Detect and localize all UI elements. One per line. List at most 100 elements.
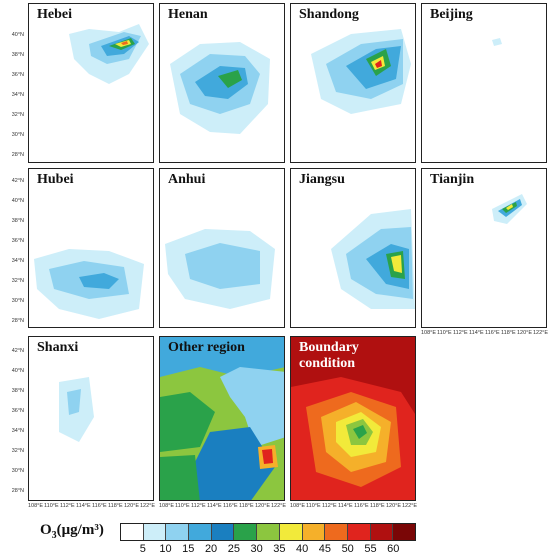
- panel-title: Boundary condition: [299, 340, 359, 371]
- lat-label: 32°N: [11, 278, 24, 284]
- lon-label: 120°E: [255, 503, 271, 509]
- lon-label: 108°E: [421, 330, 437, 336]
- colorbar-swatch: [121, 524, 144, 540]
- lon-label: 110°E: [437, 330, 452, 336]
- map-panel-shanxi: Shanxi: [28, 336, 154, 501]
- colorbar-tick-label: 25: [227, 543, 240, 555]
- lon-label: 118°E: [501, 330, 516, 336]
- colorbar-swatch: [257, 524, 280, 540]
- lon-label: 108°E: [159, 503, 175, 509]
- panel-title: Anhui: [168, 172, 206, 187]
- lon-label: 122°E: [533, 330, 549, 336]
- panel-title: Shandong: [299, 7, 359, 22]
- panel-title: Hebei: [37, 7, 72, 22]
- panel-title: Tianjin: [430, 172, 475, 187]
- lat-label: 28°N: [11, 152, 24, 158]
- colorbar-swatch: [234, 524, 258, 540]
- lon-label: 110°E: [44, 503, 59, 509]
- lat-label: 30°N: [11, 132, 24, 138]
- lon-label: 116°E: [92, 503, 107, 509]
- lon-label: 118°E: [239, 503, 254, 509]
- panel-title: Shanxi: [37, 340, 79, 355]
- colorbar-swatch: [143, 524, 167, 540]
- panel-title: Other region: [168, 340, 245, 355]
- lat-label: 40°N: [11, 32, 24, 38]
- map-henan: [170, 42, 270, 134]
- colorbar-tick-label: 55: [364, 543, 377, 555]
- map-panel-hubei: Hubei: [28, 168, 154, 328]
- lat-label: 32°N: [11, 112, 24, 118]
- map-panel-tianjin: Tianjin: [421, 168, 547, 328]
- colorbar: [120, 523, 416, 541]
- map-panel-jiangsu: Jiangsu: [290, 168, 416, 328]
- colorbar-tick-label: 10: [159, 543, 172, 555]
- lat-label: 38°N: [11, 52, 24, 58]
- lat-label: 36°N: [11, 72, 24, 78]
- colorbar-swatch: [393, 524, 415, 540]
- map-panel-hebei: Hebei: [28, 3, 154, 163]
- map-panel-anhui: Anhui: [159, 168, 285, 328]
- map-tianjin: [492, 194, 527, 224]
- lat-label: 40°N: [11, 368, 24, 374]
- lon-label: 112°E: [60, 503, 75, 509]
- colorbar-title: O3(μg/m³): [40, 522, 104, 541]
- map-panel-boundary-condition: Boundary condition: [290, 336, 416, 501]
- map-panel-henan: Henan: [159, 3, 285, 163]
- lat-label: 42°N: [11, 348, 24, 354]
- colorbar-swatch: [189, 524, 212, 540]
- lat-label: 30°N: [11, 468, 24, 474]
- map-beijing: [492, 38, 502, 46]
- colorbar-swatch: [325, 524, 348, 540]
- lat-label: 36°N: [11, 408, 24, 414]
- lon-label: 122°E: [402, 503, 418, 509]
- lon-label: 112°E: [453, 330, 468, 336]
- lon-label: 114°E: [469, 330, 484, 336]
- lon-label: 122°E: [271, 503, 287, 509]
- lat-label: 38°N: [11, 218, 24, 224]
- lat-label: 32°N: [11, 448, 24, 454]
- lon-label: 114°E: [338, 503, 353, 509]
- lon-label: 112°E: [191, 503, 206, 509]
- lon-label: 118°E: [108, 503, 123, 509]
- colorbar-tick-label: 45: [318, 543, 332, 555]
- lon-label: 108°E: [28, 503, 44, 509]
- colorbar-tick-label: 20: [204, 543, 218, 555]
- lon-label: 120°E: [386, 503, 402, 509]
- map-hubei: [34, 249, 144, 319]
- lon-label: 118°E: [370, 503, 385, 509]
- colorbar-swatch: [211, 524, 235, 540]
- map-shanxi: [59, 377, 94, 442]
- colorbar-tick-label: 60: [387, 543, 400, 555]
- colorbar-tick-label: 15: [182, 543, 195, 555]
- colorbar-title-sub: 3: [51, 530, 57, 541]
- lon-label: 122°E: [140, 503, 156, 509]
- lon-label: 110°E: [306, 503, 321, 509]
- lon-label: 112°E: [322, 503, 337, 509]
- panel-title: Jiangsu: [299, 172, 345, 187]
- map-boundary-condition: [291, 337, 415, 500]
- lat-label: 40°N: [11, 198, 24, 204]
- panel-title: Beijing: [430, 7, 473, 22]
- lat-label: 38°N: [11, 388, 24, 394]
- colorbar-tick-label: 40: [296, 543, 309, 555]
- lon-label: 120°E: [517, 330, 533, 336]
- lon-label: 116°E: [223, 503, 238, 509]
- colorbar-tick-label: 5: [139, 543, 146, 555]
- panel-title: Hubei: [37, 172, 74, 187]
- lon-label: 110°E: [175, 503, 190, 509]
- colorbar-tick-label: 50: [341, 543, 354, 555]
- map-panel-shandong: Shandong: [290, 3, 416, 163]
- map-anhui: [165, 229, 275, 309]
- colorbar-swatch: [302, 524, 326, 540]
- lat-label: 30°N: [11, 298, 24, 304]
- lat-label: 36°N: [11, 238, 24, 244]
- lat-label: 28°N: [11, 488, 24, 494]
- lon-label: 116°E: [485, 330, 500, 336]
- map-hebei: [69, 24, 149, 84]
- lat-label: 28°N: [11, 318, 24, 324]
- colorbar-tick-label: 35: [273, 543, 286, 555]
- panel-title: Henan: [168, 7, 208, 22]
- lon-label: 108°E: [290, 503, 306, 509]
- lat-label: 34°N: [11, 258, 24, 264]
- colorbar-title-unit: (μg/m³): [56, 522, 104, 538]
